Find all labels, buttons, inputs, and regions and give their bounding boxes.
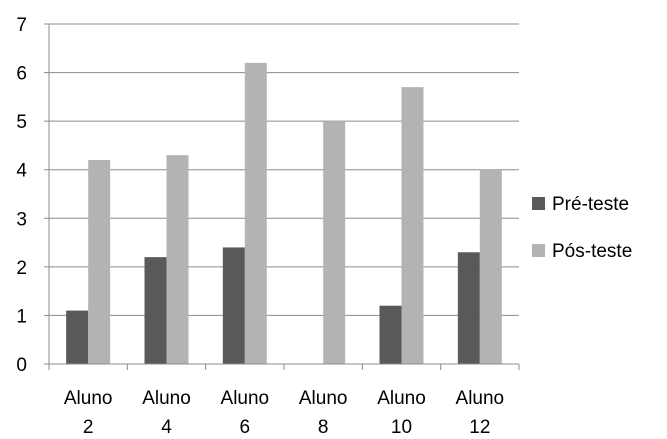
bar-pos-teste [88, 160, 111, 364]
y-tick-label: 1 [16, 306, 27, 327]
bar-pre-teste [222, 247, 245, 364]
legend-swatch [532, 244, 545, 257]
y-tick-label: 5 [16, 112, 27, 133]
bar-pre-teste [379, 305, 402, 364]
legend: Pré-teste Pós-teste [532, 194, 632, 262]
bar-pre-teste [66, 310, 89, 364]
x-tick-label: 2 [83, 417, 94, 438]
bar-pos-teste [479, 169, 502, 364]
x-tick-label: Aluno [377, 388, 426, 409]
legend-label: Pós-teste [552, 241, 632, 262]
x-tick-label: Aluno [142, 388, 191, 409]
bar-pos-teste [166, 155, 189, 364]
x-tick-label: Aluno [456, 388, 505, 409]
y-tick-label: 2 [16, 258, 27, 279]
x-tick-label: 12 [469, 417, 490, 438]
legend-label: Pré-teste [552, 194, 629, 215]
bar-pre-teste [457, 252, 480, 364]
x-tick-label: Aluno [221, 388, 270, 409]
bar-pos-teste [244, 62, 267, 364]
x-tick-label: 10 [391, 417, 412, 438]
bar-pre-teste [144, 257, 167, 364]
bar-pos-teste [323, 121, 346, 365]
bar-pos-teste [401, 87, 424, 365]
x-tick-label: Aluno [64, 388, 113, 409]
y-tick-label: 4 [16, 161, 27, 182]
y-tick-label: 7 [16, 15, 27, 36]
x-tick-label: 8 [318, 417, 329, 438]
y-tick-label: 3 [16, 209, 27, 230]
y-tick-label: 6 [16, 64, 27, 85]
x-tick-label: 4 [161, 417, 172, 438]
bars [66, 62, 502, 365]
axes [48, 24, 519, 365]
x-tick-label: Aluno [299, 388, 348, 409]
x-tick-label: 6 [240, 417, 251, 438]
x-axis-ticks: Aluno 2 Aluno 4 Aluno 6 Aluno 8 Aluno 10 Aluno 12 [48, 364, 520, 438]
y-axis-ticks: 0 1 2 3 4 5 6 7 [16, 15, 49, 376]
gridlines [49, 23, 519, 316]
y-tick-label: 0 [16, 355, 27, 376]
legend-swatch [532, 197, 545, 210]
